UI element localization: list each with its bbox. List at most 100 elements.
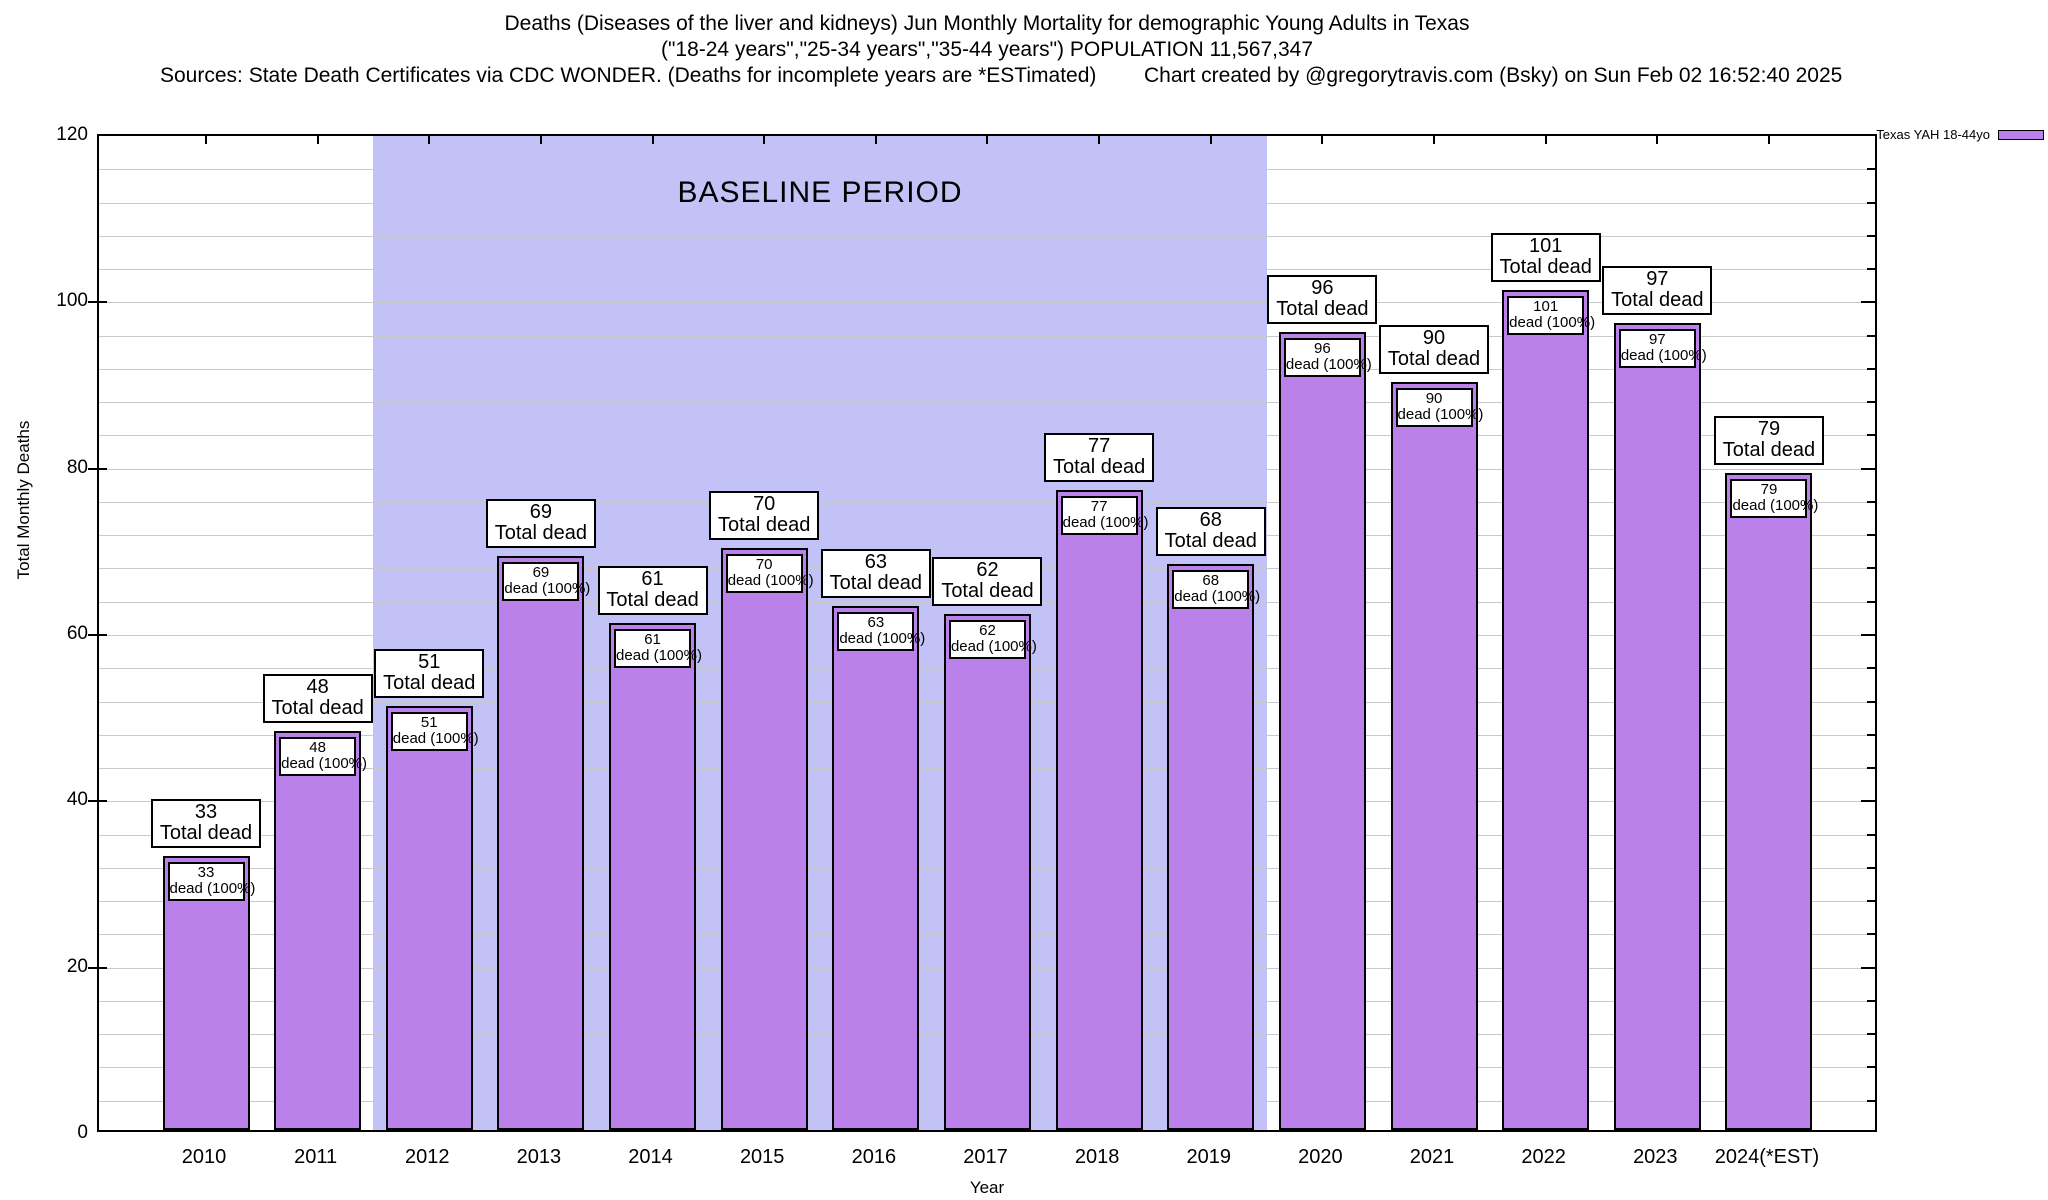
bar-total-label-2015: 70 Total dead	[709, 490, 820, 540]
bar-inner-value: 61	[644, 630, 661, 648]
gridline-y84	[99, 435, 1875, 437]
bar-inner-caption: dead (100%)	[839, 630, 926, 648]
right-tick-y24	[1867, 933, 1875, 936]
plot-area: BASELINE PERIOD 33 dead (100%) 48 dead (100%…	[88, 134, 1877, 1132]
y-tick-label-80: 80	[66, 456, 88, 478]
top-tick-2016	[874, 136, 877, 144]
bar-inner-value: 48	[309, 738, 326, 756]
left-inner-tick-y20	[99, 966, 107, 969]
top-tick-2023	[1656, 136, 1659, 144]
bar-inner-value: 97	[1648, 331, 1666, 349]
bar-total-value: 96	[1311, 276, 1334, 299]
bar-total-caption: Total dead	[1387, 347, 1481, 370]
bar-inner-value: 62	[979, 622, 996, 640]
bar-total-caption: Total dead	[1499, 256, 1592, 279]
bar-inner-caption: dead (100%)	[1509, 314, 1596, 332]
bar-total-caption: Total dead	[1276, 297, 1369, 320]
bar-inner-caption: dead (100%)	[1732, 496, 1819, 514]
right-tick-y104	[1867, 268, 1875, 271]
bar-2013: 69 dead (100%)	[497, 556, 591, 1130]
bar-total-caption: Total dead	[1052, 455, 1146, 478]
x-tick-label-2022: 2022	[1521, 1146, 1566, 1168]
bar-total-caption: Total dead	[606, 588, 699, 611]
right-tick-y116	[1867, 168, 1875, 171]
right-tick-y100	[1861, 301, 1875, 304]
x-tick-label-2012: 2012	[405, 1146, 450, 1168]
right-tick-y88	[1867, 401, 1875, 404]
bar-total-value: 90	[1422, 326, 1446, 349]
bar-total-value: 68	[1199, 509, 1222, 532]
bar-total-value: 79	[1757, 417, 1781, 440]
chart-credit-note: Chart created by @gregorytravis.com (Bsk…	[1144, 64, 1843, 87]
right-tick-y40	[1861, 800, 1875, 803]
bar-total-label-2021: 90 Total dead	[1379, 324, 1490, 374]
right-tick-y4	[1867, 1099, 1875, 1102]
bar-inner-caption: dead (100%)	[392, 729, 479, 747]
chart-sources-note: Sources: State Death Certificates via CD…	[160, 64, 1097, 87]
right-tick-y44	[1867, 767, 1875, 770]
left-inner-tick-y40	[99, 800, 107, 803]
gridline-y116	[99, 169, 1875, 171]
right-tick-y8	[1867, 1066, 1875, 1069]
bar-total-value: 70	[753, 492, 776, 515]
left-tick-y80	[88, 467, 97, 470]
x-tick-label-2014: 2014	[628, 1146, 673, 1168]
bar-total-value: 69	[529, 501, 553, 524]
bar-2012: 51 dead (100%)	[385, 705, 479, 1130]
y-tick-label-40: 40	[66, 789, 88, 811]
bar-inner-label-2017: 62 dead (100%)	[948, 620, 1037, 660]
bar-inner-value: 77	[1090, 497, 1108, 515]
right-tick-y108	[1867, 234, 1875, 237]
legend: Texas YAH 18-44yo	[1876, 127, 2044, 142]
y-tick-label-120: 120	[56, 124, 88, 145]
left-inner-tick-y100	[99, 301, 107, 304]
bar-total-caption: Total dead	[829, 572, 922, 595]
x-tick-label-2020: 2020	[1298, 1146, 1343, 1168]
bar-2020: 96 dead (100%)	[1278, 331, 1372, 1130]
gridline-y92	[99, 368, 1875, 370]
bar-total-label-2010: 33 Total dead	[151, 798, 261, 848]
top-tick-2010	[205, 136, 207, 144]
y-tick-label-20: 20	[66, 955, 88, 977]
bar-inner-caption: dead (100%)	[504, 580, 591, 598]
bar-total-value: 97	[1646, 268, 1669, 291]
left-tick-y40	[88, 800, 97, 803]
bar-total-label-2022: 101 Total dead	[1490, 233, 1601, 283]
bar-total-value: 62	[976, 559, 999, 582]
top-tick-2011	[316, 136, 319, 144]
bar-inner-caption: dead (100%)	[616, 646, 702, 664]
right-tick-y48	[1867, 733, 1875, 736]
bar-inner-caption: dead (100%)	[1174, 588, 1261, 606]
gridline-y104	[99, 269, 1875, 271]
left-inner-tick-y80	[99, 467, 107, 470]
top-tick-2015	[763, 136, 766, 144]
x-tick-label-2018: 2018	[1074, 1146, 1120, 1168]
y-tick-label-0: 0	[77, 1122, 88, 1143]
bar-inner-label-2020: 96 dead (100%)	[1283, 337, 1372, 377]
x-tick-label-2021: 2021	[1409, 1146, 1455, 1168]
bar-inner-label-2023: 97 dead (100%)	[1618, 329, 1707, 369]
right-tick-y68	[1867, 567, 1875, 570]
bar-total-value: 33	[194, 800, 218, 823]
bar-total-label-2023: 97 Total dead	[1602, 266, 1713, 316]
bar-total-caption: Total dead	[718, 513, 811, 536]
right-tick-y28	[1867, 900, 1875, 903]
bar-total-value: 77	[1087, 434, 1111, 457]
bar-total-label-2018: 77 Total dead	[1044, 432, 1155, 482]
bar-2011: 48 dead (100%)	[274, 730, 367, 1130]
bar-inner-label-2012: 51 dead (100%)	[390, 711, 479, 751]
bar-inner-label-2014: 61 dead (100%)	[614, 628, 702, 668]
bar-inner-caption: dead (100%)	[1285, 355, 1372, 373]
bar-inner-label-2018: 77 dead (100%)	[1060, 495, 1149, 535]
bar-total-label-2016: 63 Total dead	[820, 549, 931, 599]
right-tick-y72	[1867, 534, 1875, 537]
bar-inner-caption: dead (100%)	[950, 638, 1037, 656]
legend-series-label: Texas YAH 18-44yo	[1876, 127, 1990, 142]
right-tick-y80	[1861, 467, 1875, 470]
bar-inner-caption: dead (100%)	[1397, 405, 1484, 423]
bar-inner-label-2016: 63 dead (100%)	[837, 612, 926, 652]
bar-total-value: 48	[306, 675, 329, 698]
bar-inner-value: 69	[532, 564, 550, 582]
bar-inner-value: 70	[755, 555, 773, 573]
